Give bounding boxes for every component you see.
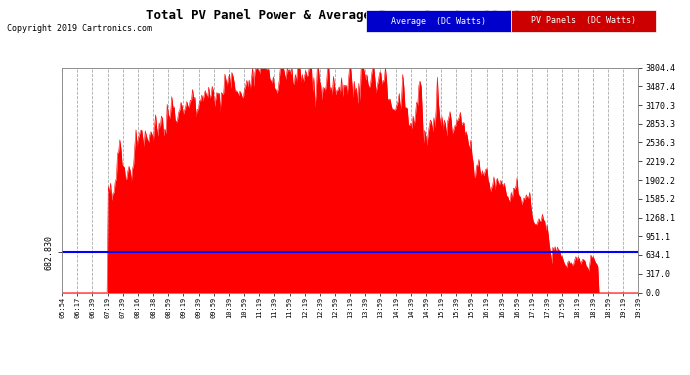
Text: Copyright 2019 Cartronics.com: Copyright 2019 Cartronics.com xyxy=(7,24,152,33)
Text: Average  (DC Watts): Average (DC Watts) xyxy=(391,16,486,26)
Text: PV Panels  (DC Watts): PV Panels (DC Watts) xyxy=(531,16,635,26)
Text: Total PV Panel Power & Average Power Sun Aug 18 19:47: Total PV Panel Power & Average Power Sun… xyxy=(146,9,544,22)
